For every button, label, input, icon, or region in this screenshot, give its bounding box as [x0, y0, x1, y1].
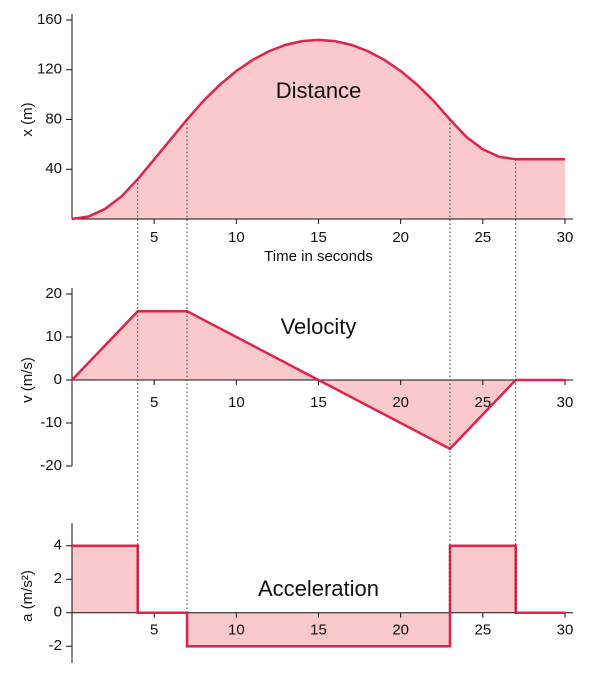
y-tick-label: 2: [54, 570, 62, 587]
y-axis-label: x (m): [19, 102, 36, 136]
y-tick-label: -10: [40, 414, 62, 431]
x-tick-label: 25: [474, 622, 491, 639]
y-tick-label: 0: [54, 371, 62, 388]
x-tick-label: 5: [150, 394, 158, 411]
x-tick-label: 25: [474, 229, 491, 246]
x-tick-label: 5: [150, 229, 158, 246]
x-tick-label: 20: [392, 229, 409, 246]
x-tick-label: 10: [228, 394, 245, 411]
y-tick-label: 20: [45, 285, 62, 302]
x-tick-label: 30: [557, 622, 574, 639]
y-tick-label: -2: [49, 637, 62, 654]
y-tick-label: 40: [45, 160, 62, 177]
x-tick-label: 30: [557, 229, 574, 246]
area: [72, 545, 565, 647]
x-tick-label: 20: [392, 394, 409, 411]
x-tick-label: 20: [392, 622, 409, 639]
y-tick-label: 0: [54, 604, 62, 621]
annotation: Velocity: [281, 314, 357, 339]
y-tick-label: -20: [40, 457, 62, 474]
x-tick-label: 10: [228, 622, 245, 639]
x-tick-label: 15: [310, 229, 327, 246]
y-tick-label: 160: [37, 11, 62, 28]
y-tick-label: 120: [37, 61, 62, 78]
y-tick-label: 80: [45, 110, 62, 127]
x-tick-label: 25: [474, 394, 491, 411]
annotation: Distance: [276, 78, 362, 103]
y-axis-label: v (m/s): [19, 357, 36, 403]
annotation: Acceleration: [258, 576, 379, 601]
x-tick-label: 10: [228, 229, 245, 246]
x-tick-label: 15: [310, 394, 327, 411]
x-tick-label: 15: [310, 622, 327, 639]
y-axis-label: a (m/s²): [19, 570, 36, 622]
y-tick-label: 4: [54, 537, 62, 554]
y-tick-label: 10: [45, 328, 62, 345]
x-tick-label: 5: [150, 622, 158, 639]
x-axis-label: Time in seconds: [264, 248, 373, 265]
x-tick-label: 30: [557, 394, 574, 411]
area: [72, 39, 565, 220]
line: [71, 38, 565, 221]
